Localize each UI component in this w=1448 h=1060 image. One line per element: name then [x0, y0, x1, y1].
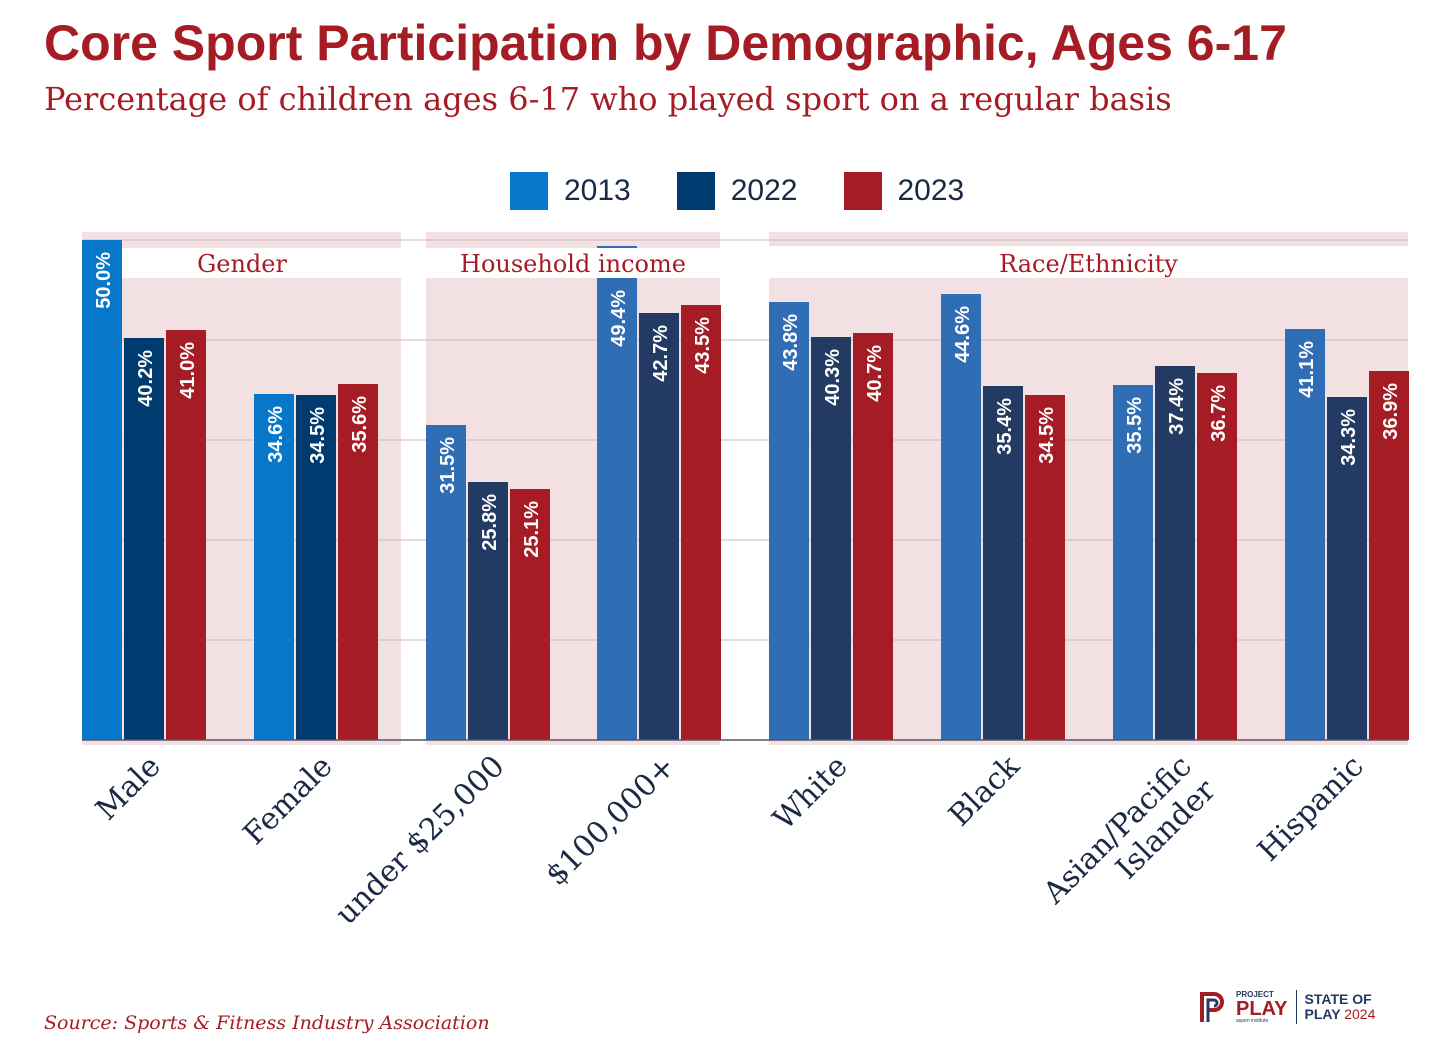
logo-text: 2024 [1344, 1006, 1376, 1022]
logo-text: PLAY [1236, 997, 1288, 1020]
bar-2023 [338, 384, 378, 740]
project-play-logo-mark-icon [1200, 992, 1224, 1022]
group-label: Race/Ethnicity [999, 250, 1178, 278]
logo-text: PLAY [1304, 1006, 1341, 1022]
bar-2023 [510, 489, 550, 740]
data-label: 49.4% [608, 290, 630, 347]
bar-2022 [1155, 366, 1195, 740]
bar-2013 [597, 246, 637, 740]
legend-label: 2013 [564, 174, 631, 207]
bar-2023 [1369, 371, 1409, 740]
category-label: White [767, 749, 855, 837]
legend-swatch-2022 [676, 172, 715, 210]
group-label-band [426, 248, 720, 278]
data-label: 50.0% [93, 252, 115, 309]
data-label: 36.7% [1208, 385, 1230, 442]
bar-2022 [468, 482, 508, 740]
legend-label: 2022 [730, 174, 798, 207]
group-label: Gender [197, 250, 287, 278]
project-play-logo: PROJECT PLAY aspen institute STATE OF PL… [1198, 990, 1375, 1024]
data-label: 34.3% [1338, 409, 1360, 466]
data-label: 43.5% [692, 317, 714, 374]
data-label: 42.7% [650, 325, 672, 382]
bar-2023 [166, 330, 206, 740]
bar-2023 [1197, 373, 1237, 740]
data-label: 41.0% [177, 342, 199, 399]
bar-2013 [254, 394, 294, 740]
data-label: 37.4% [1166, 378, 1188, 435]
category-label: under $25,000 [329, 749, 512, 932]
category-label: $100,000+ [539, 749, 683, 893]
data-label: 35.5% [1124, 397, 1146, 454]
data-label: 34.5% [307, 407, 329, 464]
bar-2023 [1025, 395, 1065, 740]
group-label-band [122, 248, 401, 278]
category-label: Hispanic [1251, 749, 1370, 868]
bar-2023 [681, 305, 721, 740]
group-label: Household income [460, 250, 686, 278]
bar-2013 [426, 425, 466, 740]
category-label: Black [942, 748, 1027, 833]
data-label: 36.9% [1380, 383, 1402, 440]
data-label: 44.6% [952, 306, 974, 363]
bar-2022 [296, 395, 336, 740]
logo-text: aspen institute [1236, 1017, 1269, 1024]
legend-item-2013: 2013 [510, 172, 631, 210]
data-label: 34.5% [1036, 407, 1058, 464]
bar-2022 [1327, 397, 1367, 740]
category-label: Female [237, 749, 340, 852]
bar-2022 [983, 386, 1023, 740]
data-label: 34.6% [265, 406, 287, 463]
legend-label: 2023 [897, 174, 965, 207]
bar-2022 [811, 337, 851, 740]
bar-2023 [853, 333, 893, 740]
legend: 2013 2022 2023 [510, 172, 964, 210]
category-label: Male [89, 749, 167, 827]
data-label: 40.7% [864, 345, 886, 402]
legend-swatch-2023 [843, 172, 882, 210]
bar-2013 [941, 294, 981, 740]
data-label: 31.5% [437, 437, 459, 494]
data-label: 40.3% [822, 349, 844, 406]
data-label: 25.1% [521, 501, 543, 558]
category-label: Asian/Pacific Islander [1036, 748, 1223, 935]
bar-2013 [1285, 329, 1325, 740]
data-label: 35.6% [349, 396, 371, 453]
data-label: 40.2% [135, 350, 157, 407]
data-label: 25.8% [479, 494, 501, 551]
logo-text: PROJECT [1236, 989, 1274, 999]
bar-2013 [1113, 385, 1153, 740]
data-label: 43.8% [780, 314, 802, 371]
data-label: 41.1% [1296, 341, 1318, 398]
logo-text: STATE OF [1304, 991, 1372, 1008]
legend-swatch-2013 [510, 172, 548, 210]
source-note: Source: Sports & Fitness Industry Associ… [44, 1012, 490, 1034]
bar-2013 [769, 302, 809, 740]
legend-item-2022: 2022 [676, 172, 798, 210]
bar-2022 [124, 338, 164, 740]
data-label: 35.4% [994, 398, 1016, 455]
bar-2013 [82, 240, 122, 740]
bar-2022 [639, 313, 679, 740]
group-label-band [769, 246, 1408, 278]
chart-subtitle: Percentage of children ages 6-17 who pla… [44, 80, 1172, 118]
legend-item-2023: 2023 [843, 172, 965, 210]
chart-title: Core Sport Participation by Demographic,… [44, 15, 1287, 71]
